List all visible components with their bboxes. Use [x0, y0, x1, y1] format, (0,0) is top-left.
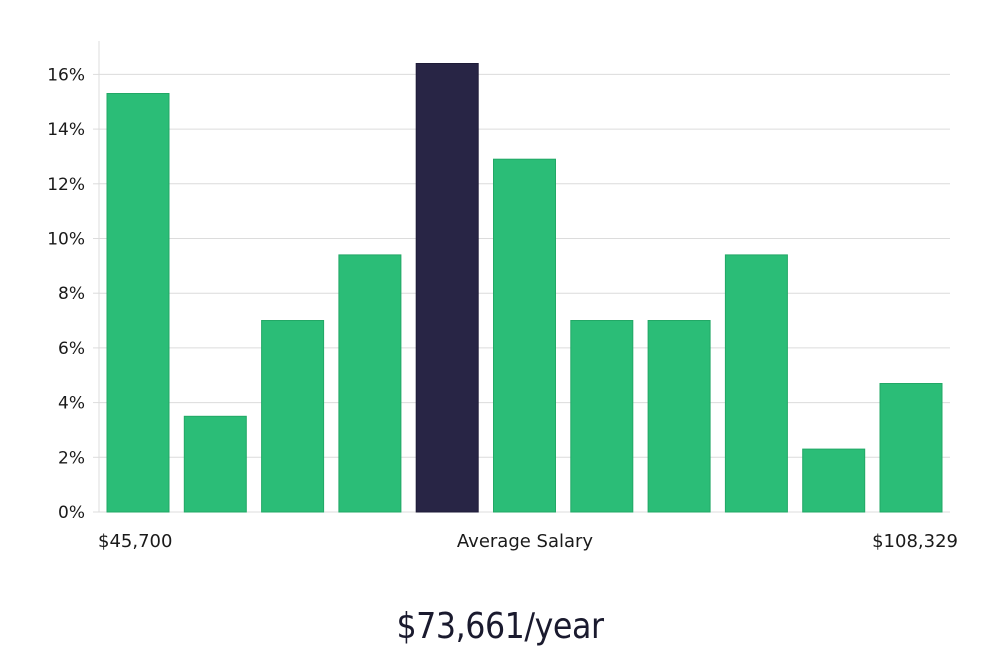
bar-4 — [338, 254, 402, 513]
bar-8 — [647, 320, 711, 513]
x-max-label: $108,329 — [872, 531, 958, 552]
x-axis-labels: $45,700 Average Salary $108,329 — [98, 531, 958, 552]
y-tick-label: 14% — [47, 120, 85, 140]
bar-11 — [879, 383, 943, 513]
y-tick-label: 4% — [58, 394, 85, 414]
average-salary-value: $73,661/year — [396, 606, 604, 647]
bar-10 — [802, 448, 866, 513]
bar-average-salary — [415, 63, 479, 513]
bar-3 — [261, 320, 325, 513]
bar-2 — [183, 415, 247, 513]
y-tick-label: 12% — [47, 175, 85, 195]
y-tick-label: 10% — [47, 230, 85, 250]
y-tick-label: 16% — [47, 65, 85, 85]
y-tick-label: 2% — [58, 448, 85, 468]
bars-layer — [106, 63, 943, 513]
bar-7 — [570, 320, 634, 513]
x-center-label: Average Salary — [457, 531, 594, 552]
y-tick-label: 0% — [58, 503, 85, 523]
bar-9 — [724, 254, 788, 513]
y-tick-label: 8% — [58, 284, 85, 304]
bar-1 — [106, 93, 170, 513]
x-min-label: $45,700 — [98, 531, 172, 552]
y-tick-label: 6% — [58, 339, 85, 359]
y-axis-ticks: 0% 2% 4% 6% 8% 10% 12% 14% 16% — [47, 65, 99, 523]
bar-6 — [493, 158, 556, 513]
